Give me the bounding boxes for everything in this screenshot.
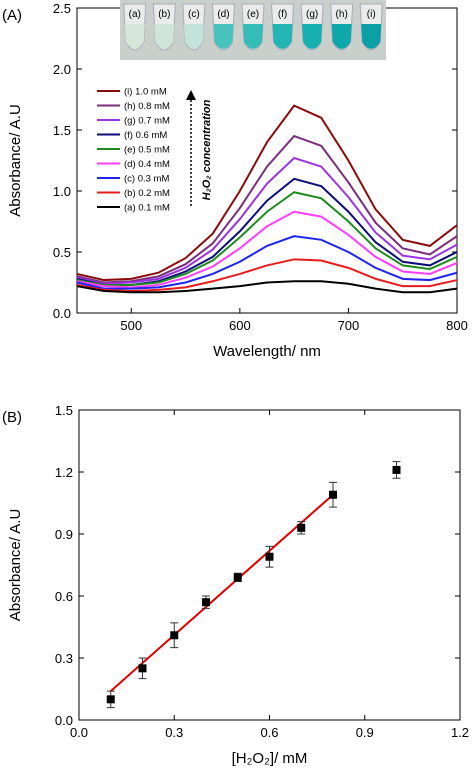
spectrum-line — [76, 258, 458, 293]
x-tick-label: 0.9 — [356, 725, 374, 740]
tube-liquid — [213, 24, 234, 49]
y-tick-label: 0.6 — [55, 589, 73, 604]
tube-label: (g) — [306, 9, 318, 20]
data-point — [265, 552, 274, 561]
tube-liquid — [243, 24, 263, 49]
spectrum-line — [76, 104, 458, 282]
x-tick-label: 0.6 — [260, 725, 278, 740]
y-tick-label: 2.0 — [53, 62, 71, 77]
tube-liquid — [154, 24, 175, 49]
legend-label: (g) 0.7 mM — [124, 116, 170, 127]
x-axis-title: [H₂O₂]/ mM — [232, 750, 308, 767]
spectrum-line — [76, 280, 458, 294]
y-tick-label: 0.9 — [55, 527, 73, 542]
data-point — [202, 598, 210, 607]
panel-label: (B) — [2, 409, 22, 426]
spectrum-line — [76, 210, 458, 289]
annotation: H₂O₂ concentration — [201, 99, 213, 200]
tube-label: (f) — [278, 9, 287, 20]
data-point — [329, 490, 337, 499]
x-axis-title: Wavelength/ nm — [213, 343, 321, 360]
legend-label: (f) 0.6 mM — [124, 130, 167, 141]
tube-label: (h) — [336, 9, 348, 20]
legend-label: (b) 0.2 mM — [124, 188, 170, 199]
data-point — [106, 695, 115, 704]
y-tick-label: 0.0 — [53, 306, 71, 321]
x-tick-label: 500 — [120, 318, 142, 333]
spectrum-line — [76, 191, 458, 286]
legend-label: (i) 1.0 mM — [124, 87, 167, 98]
tube-liquid — [183, 24, 204, 49]
data-point — [233, 573, 242, 582]
tube-liquid — [331, 24, 352, 49]
y-tick-label: 2.5 — [53, 1, 71, 16]
x-tick-label: 1.2 — [451, 725, 469, 740]
y-tick-label: 0.5 — [53, 245, 71, 260]
y-tick-label: 0.0 — [55, 713, 73, 728]
data-point — [297, 523, 306, 532]
legend-label: (a) 0.1 mM — [124, 203, 170, 214]
y-tick-label: 0.3 — [55, 651, 73, 666]
x-tick-label: 0.3 — [165, 725, 183, 740]
x-tick-label: 0.0 — [70, 725, 88, 740]
panel-label: (A) — [2, 7, 22, 24]
tube-liquid — [124, 24, 145, 49]
x-tick-label: 600 — [229, 318, 251, 333]
spectrum-line — [76, 156, 458, 285]
y-tick-label: 1.0 — [53, 184, 71, 199]
spectrum-line — [76, 235, 458, 290]
tube-label: (b) — [158, 9, 170, 20]
tube-liquid — [272, 24, 293, 49]
data-point — [138, 664, 147, 673]
y-tick-label: 1.5 — [53, 123, 71, 138]
x-tick-label: 700 — [338, 318, 360, 333]
tube-liquid — [361, 24, 382, 49]
fit-line — [110, 493, 334, 692]
y-tick-label: 1.2 — [55, 465, 73, 480]
tube-label: (c) — [188, 9, 200, 20]
x-tick-label: 800 — [446, 318, 468, 333]
data-point — [392, 465, 401, 474]
legend-label: (e) 0.5 mM — [124, 145, 170, 156]
tube-liquid — [302, 24, 323, 49]
annotation-arrowhead — [186, 90, 196, 100]
tube-label: (i) — [367, 9, 376, 20]
y-axis-title: Absorbance/ A.U — [7, 104, 24, 217]
tube-label: (e) — [247, 9, 259, 20]
data-point — [170, 631, 179, 640]
legend-label: (h) 0.8 mM — [124, 101, 170, 112]
y-tick-label: 1.5 — [55, 403, 73, 418]
legend-label: (d) 0.4 mM — [124, 159, 170, 170]
y-axis-title: Absorbance/ A.U — [7, 509, 24, 622]
tube-label: (a) — [129, 9, 141, 20]
tube-label: (d) — [217, 9, 229, 20]
legend-label: (c) 0.3 mM — [124, 174, 169, 185]
spectrum-line — [76, 134, 458, 284]
